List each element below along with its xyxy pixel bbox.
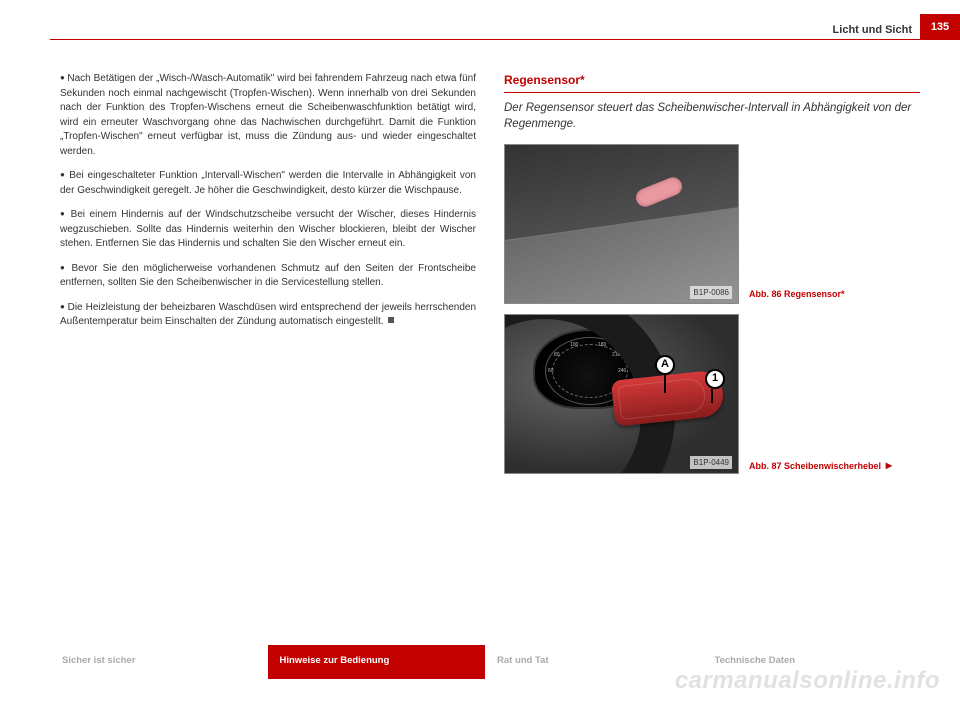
bullet-4: Bevor Sie den möglicherweise vorhandenen…	[60, 262, 476, 291]
fig87-leader-1	[711, 389, 713, 403]
figure-87-caption-block: Abb. 87 Scheibenwischerhebel ▸	[749, 457, 892, 475]
section-title: Licht und Sicht	[833, 24, 912, 36]
bullet-5-wrap: Die Heizleistung der beheizbaren Waschdü…	[60, 301, 476, 330]
figure-86-row: B1P-0086 Abb. 86 Regensensor*	[504, 144, 920, 304]
bullet-5: Die Heizleistung der beheizbaren Waschdü…	[60, 302, 476, 328]
footer-tab-bedienung[interactable]: Hinweise zur Bedienung	[268, 645, 486, 679]
page-number-tab: 135	[920, 14, 960, 40]
figure-87-id: B1P-0449	[690, 456, 732, 470]
figure-87-caption: Abb. 87 Scheibenwischerhebel	[749, 461, 881, 475]
figure-87-row: 60 80 100 180 210 240 A 1 B1P-0449	[504, 314, 920, 474]
regensensor-heading: Regensensor*	[504, 72, 920, 93]
bullet-2: Bei eingeschalteter Funktion „Intervall-…	[60, 169, 476, 198]
footer-tab-rat[interactable]: Rat und Tat	[485, 645, 703, 679]
figure-87: 60 80 100 180 210 240 A 1 B1P-0449	[504, 314, 739, 474]
right-column: Regensensor* Der Regensensor steuert das…	[504, 72, 920, 631]
continuation-arrow-icon: ▸	[886, 458, 892, 472]
bullet-3: Bei einem Hindernis auf der Windschutzsc…	[60, 208, 476, 252]
watermark: carmanualsonline.info	[675, 667, 940, 695]
figure-86: B1P-0086	[504, 144, 739, 304]
footer-tab-sicher[interactable]: Sicher ist sicher	[50, 645, 268, 679]
regensensor-subtitle: Der Regensensor steuert das Scheibenwisc…	[504, 101, 920, 132]
end-of-section-icon	[388, 317, 394, 323]
bullet-1: Nach Betätigen der „Wisch-/Wasch-Automat…	[60, 72, 476, 159]
figure-86-caption: Abb. 86 Regensensor*	[749, 289, 845, 305]
header-rule	[50, 39, 960, 40]
content-area: Nach Betätigen der „Wisch-/Wasch-Automat…	[60, 72, 920, 631]
figure-86-id: B1P-0086	[690, 286, 732, 300]
fig87-leader-a	[664, 375, 666, 393]
left-column: Nach Betätigen der „Wisch-/Wasch-Automat…	[60, 72, 476, 631]
page-header: Licht und Sicht 135	[0, 0, 960, 40]
